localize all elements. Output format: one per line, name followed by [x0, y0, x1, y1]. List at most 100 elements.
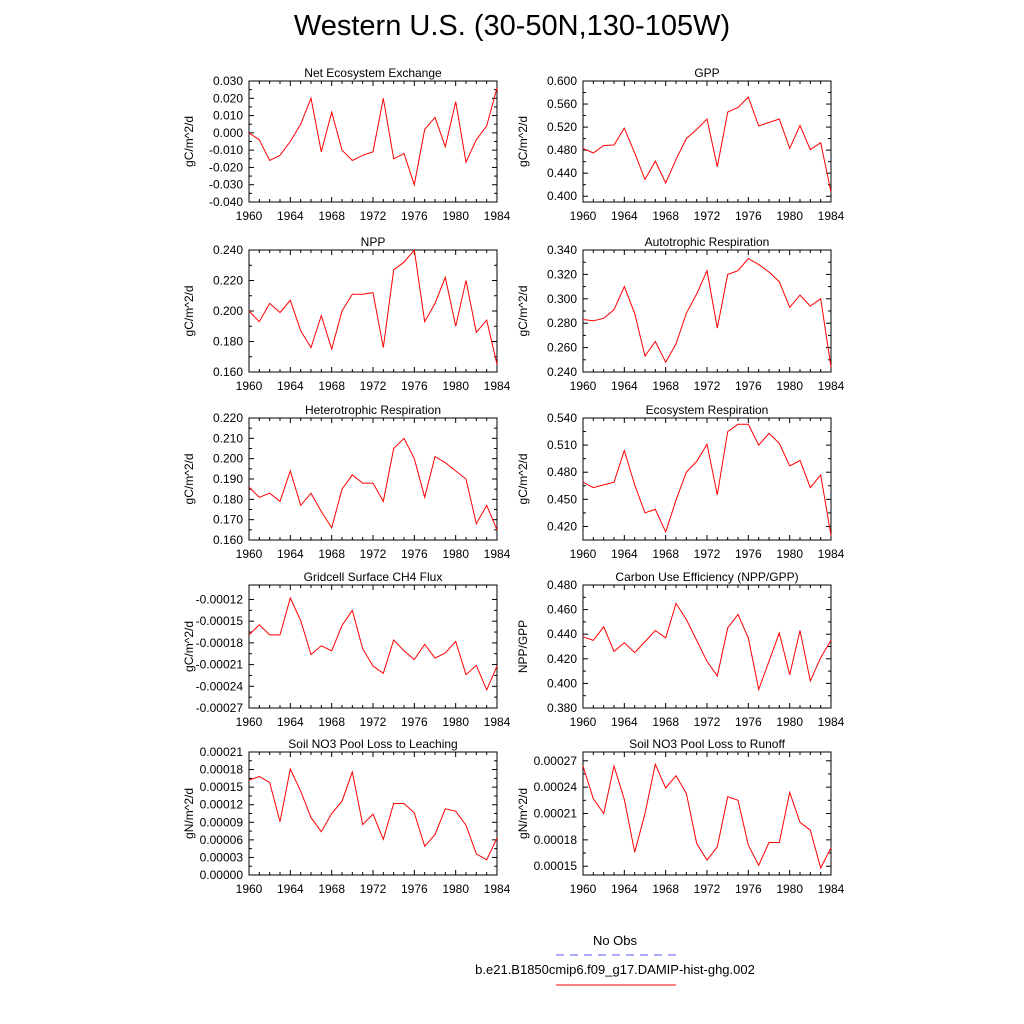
- x-tick-label: 1976: [735, 715, 762, 729]
- x-tick-label: 1976: [401, 715, 428, 729]
- series-line: [582, 423, 832, 536]
- x-tick-label: 1968: [652, 547, 679, 561]
- chart-panel-3: Autotrophic Respiration gC/m^2/d 1960 1964 1…: [516, 235, 845, 393]
- x-tick-label: 1972: [694, 715, 721, 729]
- plot-frame: [248, 80, 498, 203]
- y-tick-label: 0.380: [547, 701, 577, 715]
- legend-obs-label: No Obs: [592, 933, 638, 948]
- x-tick-label: 1960: [570, 882, 597, 896]
- panel-title: GPP: [694, 66, 719, 80]
- y-axis-label: gC/m^2/d: [182, 454, 196, 505]
- y-tick-label: 0.560: [547, 97, 577, 111]
- y-tick-label: 0.420: [547, 519, 577, 533]
- plot-frame: [248, 417, 498, 541]
- series-line: [248, 767, 498, 861]
- x-tick-label: 1984: [484, 547, 511, 561]
- y-tick-label: 0.00024: [534, 780, 578, 794]
- y-tick-label: 0.00009: [200, 815, 244, 829]
- y-tick-label: 0.00027: [534, 754, 578, 768]
- y-tick-label: -0.00024: [196, 679, 244, 693]
- legend-run-label: b.e21.B1850cmip6.f09_g17.DAMIP-hist-ghg.…: [475, 962, 755, 977]
- y-tick-label: 0.450: [547, 492, 577, 506]
- x-tick-label: 1984: [818, 715, 845, 729]
- x-tick-label: 1968: [652, 209, 679, 223]
- x-tick-label: 1980: [442, 547, 469, 561]
- x-tick-label: 1968: [652, 715, 679, 729]
- y-tick-label: 0.240: [547, 365, 577, 379]
- chart-panel-2: NPP gC/m^2/d 1960 1964 1968 1972 1976 1980 1984 0…: [182, 235, 511, 393]
- plot-frame: [582, 751, 832, 876]
- series-line: [582, 602, 832, 692]
- y-axis-label: NPP/GPP: [516, 620, 530, 673]
- x-tick-label: 1968: [318, 882, 345, 896]
- series-line: [582, 762, 832, 870]
- chart-panel-4: Heterotrophic Respiration gC/m^2/d 1960 196…: [182, 403, 511, 561]
- y-tick-label: 0.210: [213, 431, 243, 445]
- chart-panel-5: Ecosystem Respiration gC/m^2/d 1960 1964 196…: [516, 403, 845, 561]
- x-tick-label: 1976: [735, 209, 762, 223]
- y-axis-label: gN/m^2/d: [182, 788, 196, 839]
- y-tick-label: 0.340: [547, 243, 577, 257]
- x-tick-label: 1980: [442, 882, 469, 896]
- y-axis-label: gC/m^2/d: [182, 621, 196, 672]
- x-tick-label: 1984: [818, 547, 845, 561]
- panel-title: Soil NO3 Pool Loss to Runoff: [629, 737, 786, 751]
- x-tick-label: 1968: [318, 209, 345, 223]
- y-tick-label: 0.280: [547, 316, 577, 330]
- y-tick-label: 0.400: [547, 676, 577, 690]
- x-tick-label: 1964: [277, 379, 304, 393]
- x-tick-label: 1972: [694, 882, 721, 896]
- x-tick-label: 1964: [277, 715, 304, 729]
- series-line: [582, 257, 832, 368]
- y-tick-label: 0.00006: [200, 833, 244, 847]
- x-tick-label: 1976: [401, 379, 428, 393]
- plot-frame: [582, 80, 832, 203]
- x-tick-label: 1968: [652, 379, 679, 393]
- x-tick-label: 1980: [776, 715, 803, 729]
- x-tick-label: 1984: [484, 379, 511, 393]
- x-tick-label: 1972: [694, 379, 721, 393]
- y-tick-label: 0.300: [547, 292, 577, 306]
- chart-panel-1: GPP gC/m^2/d 1960 1964 1968 1972 1976 1980 1984 0…: [516, 66, 845, 223]
- y-tick-label: 0.00012: [200, 798, 244, 812]
- y-tick-label: 0.440: [547, 627, 577, 641]
- x-tick-label: 1964: [277, 209, 304, 223]
- x-tick-label: 1960: [236, 715, 263, 729]
- x-tick-label: 1960: [570, 209, 597, 223]
- panel-title: Gridcell Surface CH4 Flux: [304, 570, 443, 584]
- y-tick-label: 0.00018: [534, 833, 578, 847]
- y-axis-label: gN/m^2/d: [516, 788, 530, 839]
- y-tick-label: 0.160: [213, 365, 243, 379]
- y-tick-label: 0.000: [213, 126, 243, 140]
- y-tick-label: 0.00003: [200, 850, 244, 864]
- x-tick-label: 1964: [277, 882, 304, 896]
- series-line: [582, 96, 832, 193]
- panel-title: NPP: [361, 235, 386, 249]
- y-tick-label: 0.320: [547, 267, 577, 281]
- y-tick-label: 0.010: [213, 109, 243, 123]
- x-tick-label: 1960: [236, 547, 263, 561]
- x-tick-label: 1984: [484, 715, 511, 729]
- plot-frame: [582, 417, 832, 541]
- series-line: [248, 248, 498, 365]
- x-tick-label: 1960: [236, 209, 263, 223]
- y-tick-label: 0.160: [213, 533, 243, 547]
- x-tick-label: 1968: [318, 379, 345, 393]
- x-tick-label: 1976: [401, 882, 428, 896]
- y-tick-label: -0.00018: [196, 636, 244, 650]
- x-tick-label: 1972: [694, 547, 721, 561]
- y-tick-label: 0.480: [547, 578, 577, 592]
- x-tick-label: 1976: [735, 882, 762, 896]
- y-tick-label: 0.600: [547, 74, 577, 88]
- y-tick-label: 0.260: [547, 341, 577, 355]
- y-tick-label: 0.440: [547, 166, 577, 180]
- x-tick-label: 1964: [611, 209, 638, 223]
- x-tick-label: 1960: [570, 379, 597, 393]
- y-tick-label: 0.220: [213, 274, 243, 288]
- y-tick-label: 0.00015: [200, 780, 244, 794]
- x-tick-label: 1984: [818, 882, 845, 896]
- x-tick-label: 1984: [818, 209, 845, 223]
- series-line: [248, 437, 498, 530]
- y-tick-label: 0.510: [547, 438, 577, 452]
- x-tick-label: 1980: [776, 209, 803, 223]
